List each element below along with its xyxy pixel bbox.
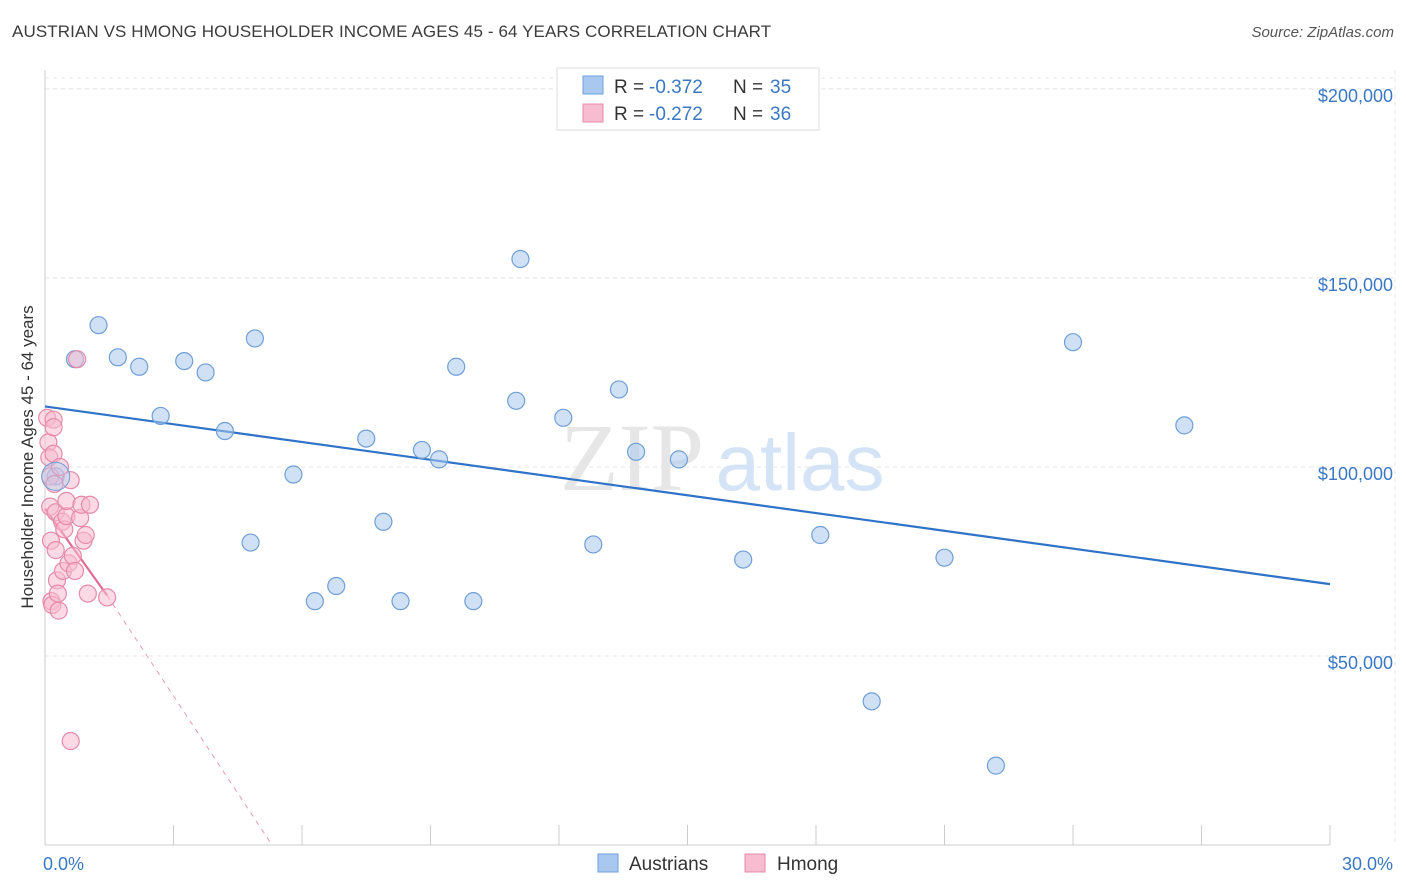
legend-n-label-1: N = xyxy=(733,77,763,98)
point-austrians-26 xyxy=(626,442,646,461)
point-austrians-15 xyxy=(374,512,393,531)
point-hmong-22 xyxy=(57,491,76,511)
point-austrians-6 xyxy=(175,351,194,371)
point-austrians-10 xyxy=(245,329,264,348)
x-tick-label-0: 0.0% xyxy=(43,854,84,874)
point-hmong-26 xyxy=(65,561,85,581)
point-austrians-5 xyxy=(151,406,170,426)
point-austrians-2 xyxy=(89,316,108,335)
legend-top: R = -0.372 N = 35 R = -0.272 N = 36 xyxy=(556,67,820,131)
point-hmong-32 xyxy=(76,525,95,545)
bottom-legend-swatch-hmong xyxy=(744,853,766,873)
legend-r-value-2: -0.272 xyxy=(649,104,703,125)
point-austrians-13 xyxy=(327,576,346,596)
point-hmong-35 xyxy=(98,588,117,607)
y-axis-label: Householder Income Ages 45 - 64 years xyxy=(18,305,37,608)
point-austrians-34 xyxy=(1175,416,1194,435)
point-hmong-30 xyxy=(61,731,80,751)
legend-swatch-austrians xyxy=(582,75,604,95)
point-austrians-7 xyxy=(196,363,215,382)
point-austrians-27 xyxy=(669,450,689,469)
point-austrians-32 xyxy=(986,756,1006,775)
point-austrians-28 xyxy=(734,550,753,569)
point-austrians-19 xyxy=(447,357,466,376)
y-tick-label-2: $150,000 xyxy=(1318,275,1393,295)
point-austrians-23 xyxy=(554,408,573,427)
trend-line-austrians xyxy=(44,405,1331,586)
legend-bottom: Austrians Hmong xyxy=(597,853,838,875)
legend-r-label-2: R = xyxy=(614,104,644,125)
point-austrians-14 xyxy=(357,429,376,448)
data-points xyxy=(38,249,1194,775)
point-austrians-22 xyxy=(511,249,530,269)
point-hmong-33 xyxy=(78,584,97,603)
point-austrians-16 xyxy=(391,592,410,611)
x-tick-label-1: 30.0% xyxy=(1342,854,1393,874)
point-austrians-9 xyxy=(241,533,260,552)
point-austrians-cluster xyxy=(41,461,71,491)
point-austrians-12 xyxy=(305,592,324,611)
point-austrians-18 xyxy=(429,450,449,469)
point-hmong-15 xyxy=(49,601,68,620)
bottom-legend-swatch-austrians xyxy=(597,853,619,873)
source-credit: Source: ZipAtlas.com xyxy=(1251,24,1394,41)
point-austrians-11 xyxy=(284,465,303,484)
point-hmong-25 xyxy=(63,546,82,565)
chart-title: AUSTRIAN VS HMONG HOUSEHOLDER INCOME AGE… xyxy=(12,22,772,41)
point-hmong-24 xyxy=(61,471,80,490)
point-hmong-34 xyxy=(80,495,100,514)
point-austrians-30 xyxy=(862,692,881,711)
point-austrians-3 xyxy=(108,348,127,367)
point-hmong-16 xyxy=(44,418,63,437)
bottom-legend-label-hmong: Hmong xyxy=(777,854,838,875)
legend-r-label-1: R = xyxy=(614,77,644,98)
legend-n-label-2: N = xyxy=(733,104,763,125)
point-austrians-17 xyxy=(412,440,432,460)
x-tick-labels: 0.0% 30.0% xyxy=(43,854,1393,874)
point-austrians-29 xyxy=(811,525,830,545)
point-austrians-33 xyxy=(1063,333,1083,352)
point-hmong-27 xyxy=(68,350,87,369)
point-austrians-4 xyxy=(130,357,149,376)
point-hmong-14 xyxy=(48,584,67,603)
legend-swatch-hmong xyxy=(582,103,604,123)
bottom-legend-label-austrians: Austrians xyxy=(629,854,708,875)
legend-n-value-2: 36 xyxy=(770,104,791,125)
y-tick-label-0: $50,000 xyxy=(1328,653,1393,673)
point-austrians-8 xyxy=(215,421,234,441)
point-austrians-31 xyxy=(935,548,954,567)
legend-n-value-1: 35 xyxy=(770,77,791,98)
point-austrians-24 xyxy=(584,535,603,554)
trend-extension-hmong xyxy=(106,595,273,846)
y-tick-label-3: $200,000 xyxy=(1318,86,1393,106)
point-hmong-12 xyxy=(46,541,65,560)
watermark-atlas: atlas xyxy=(716,418,885,507)
y-tick-label-1: $100,000 xyxy=(1318,464,1393,484)
point-austrians-25 xyxy=(609,380,629,399)
point-austrians-21 xyxy=(507,391,526,410)
y-tick-labels: $50,000 $100,000 $150,000 $200,000 xyxy=(1318,86,1393,673)
legend-r-value-1: -0.372 xyxy=(649,77,703,98)
point-austrians-20 xyxy=(464,592,483,611)
